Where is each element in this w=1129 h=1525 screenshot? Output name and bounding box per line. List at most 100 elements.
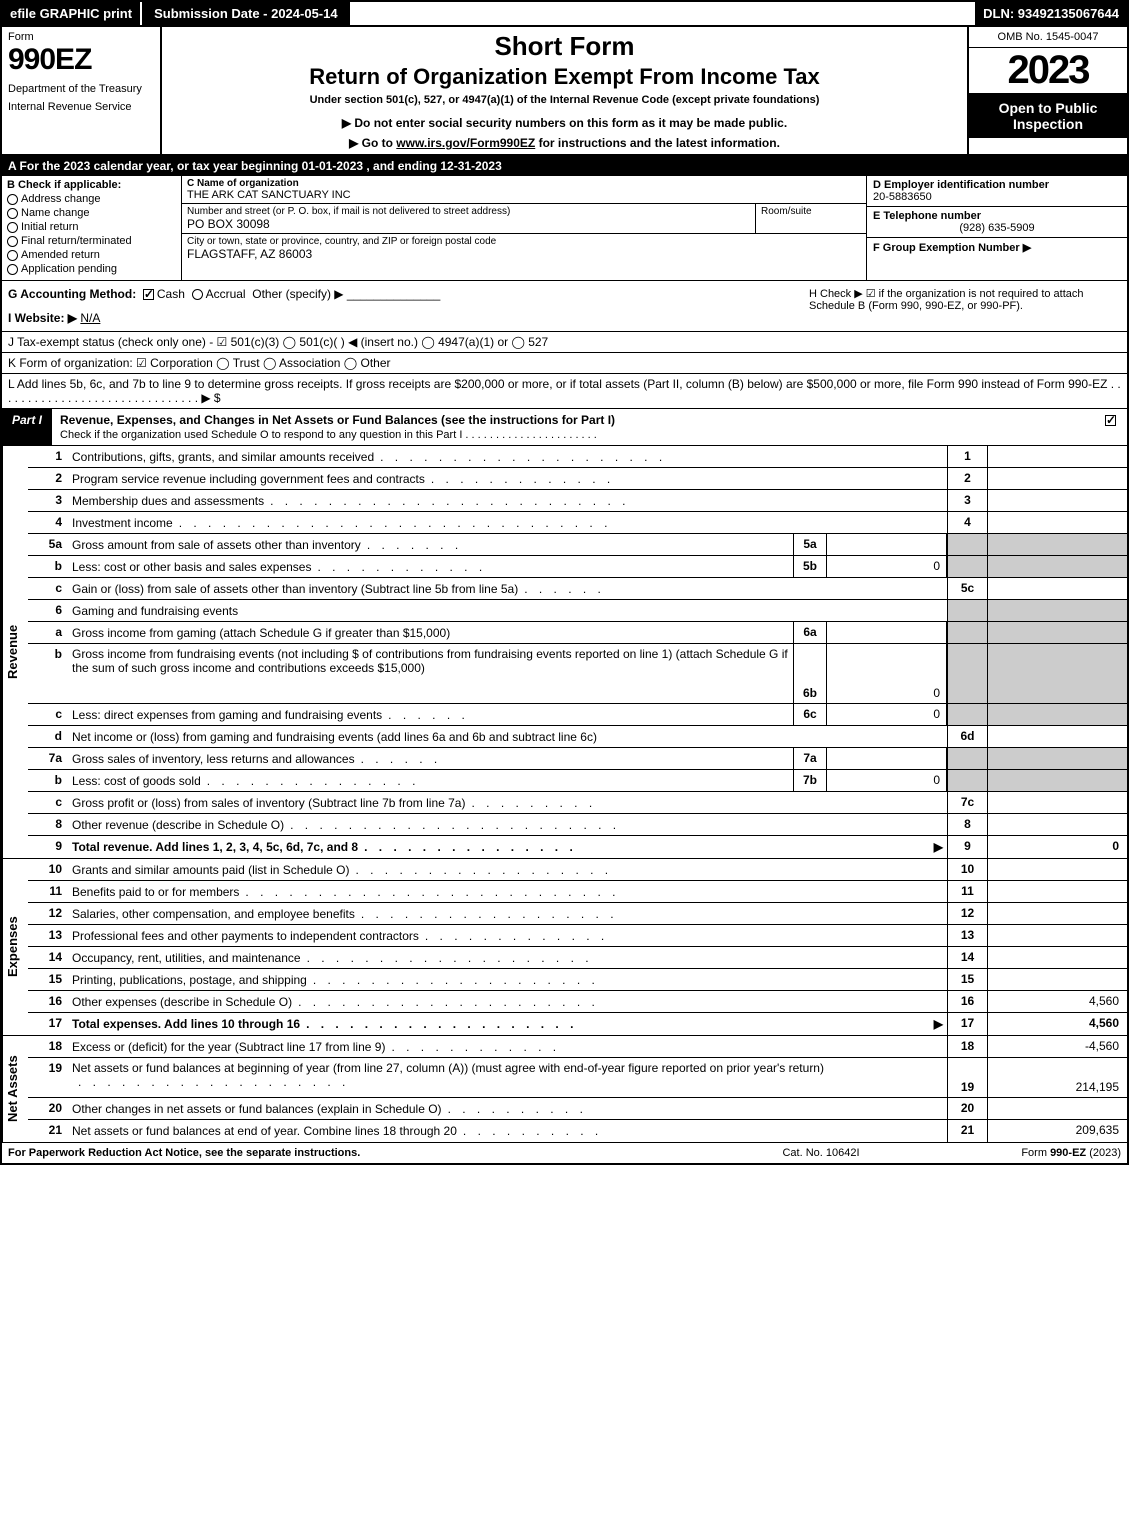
line-16: 16Other expenses (describe in Schedule O… [28, 991, 1127, 1013]
revenue-table: Revenue 1Contributions, gifts, grants, a… [0, 446, 1129, 859]
section-b: B Check if applicable: Address change Na… [2, 176, 182, 280]
catalog-number: Cat. No. 10642I [721, 1147, 921, 1159]
ein-label: D Employer identification number [873, 179, 1121, 191]
street-row: Number and street (or P. O. box, if mail… [182, 204, 866, 234]
chk-final-return[interactable]: Final return/terminated [7, 235, 176, 247]
section-a: A For the 2023 calendar year, or tax yea… [0, 156, 1129, 176]
city-cell: City or town, state or province, country… [182, 234, 866, 263]
topbar-spacer [350, 2, 976, 25]
accrual-label: Accrual [206, 287, 246, 301]
line-5a: 5aGross amount from sale of assets other… [28, 534, 1127, 556]
net-assets-table: Net Assets 18Excess or (deficit) for the… [0, 1036, 1129, 1143]
paperwork-notice: For Paperwork Reduction Act Notice, see … [8, 1147, 721, 1159]
form-version: Form 990-EZ (2023) [921, 1147, 1121, 1159]
chk-cash[interactable] [143, 289, 154, 300]
line-7b: bLess: cost of goods sold. . . . . . . .… [28, 770, 1127, 792]
group-exemption-label: F Group Exemption Number ▶ [873, 242, 1031, 254]
line-6: 6Gaming and fundraising events [28, 600, 1127, 622]
ein-cell: D Employer identification number 20-5883… [867, 176, 1127, 207]
revenue-side-label: Revenue [2, 446, 28, 858]
net-assets-body: 18Excess or (deficit) for the year (Subt… [28, 1036, 1127, 1142]
chk-accrual[interactable] [192, 289, 203, 300]
accounting-method-label: G Accounting Method: [8, 287, 136, 301]
link-pre: ▶ Go to [349, 136, 396, 150]
dept-irs: Internal Revenue Service [8, 101, 154, 113]
group-exemption-cell: F Group Exemption Number ▶ [867, 238, 1127, 257]
org-name: THE ARK CAT SANCTUARY INC [187, 189, 861, 201]
net-assets-side-label: Net Assets [2, 1036, 28, 1142]
cash-label: Cash [157, 287, 185, 301]
street-value: PO BOX 30098 [187, 217, 750, 231]
line-18: 18Excess or (deficit) for the year (Subt… [28, 1036, 1127, 1058]
short-form-label: Short Form [170, 31, 959, 62]
public-inspection-badge: Open to Public Inspection [969, 93, 1127, 138]
form-word: Form [8, 31, 154, 43]
street-cell: Number and street (or P. O. box, if mail… [182, 204, 756, 233]
line-10: 10Grants and similar amounts paid (list … [28, 859, 1127, 881]
part-1-checkbox[interactable] [1097, 409, 1127, 445]
room-cell: Room/suite [756, 204, 866, 233]
line-2: 2Program service revenue including gover… [28, 468, 1127, 490]
info-block: B Check if applicable: Address change Na… [0, 176, 1129, 281]
section-g: G Accounting Method: Cash Accrual Other … [8, 287, 801, 325]
line-13: 13Professional fees and other payments t… [28, 925, 1127, 947]
chk-address-change[interactable]: Address change [7, 193, 176, 205]
line-6b: bGross income from fundraising events (n… [28, 644, 1127, 704]
expenses-body: 10Grants and similar amounts paid (list … [28, 859, 1127, 1035]
line-5c: cGain or (loss) from sale of assets othe… [28, 578, 1127, 600]
efile-label[interactable]: efile GRAPHIC print [2, 2, 140, 25]
line-11: 11Benefits paid to or for members. . . .… [28, 881, 1127, 903]
chk-application-pending[interactable]: Application pending [7, 263, 176, 275]
section-def: D Employer identification number 20-5883… [867, 176, 1127, 280]
part-1-title: Revenue, Expenses, and Changes in Net As… [52, 409, 1097, 445]
section-c: C Name of organization THE ARK CAT SANCT… [182, 176, 867, 280]
header-right: OMB No. 1545-0047 2023 Open to Public In… [967, 27, 1127, 154]
dept-treasury: Department of the Treasury [8, 83, 154, 95]
instructions-link-line: ▶ Go to www.irs.gov/Form990EZ for instru… [170, 136, 959, 150]
section-j: J Tax-exempt status (check only one) - ☑… [0, 332, 1129, 353]
line-20: 20Other changes in net assets or fund ba… [28, 1098, 1127, 1120]
line-1: 1Contributions, gifts, grants, and simil… [28, 446, 1127, 468]
website-value: N/A [80, 311, 100, 325]
section-k: K Form of organization: ☑ Corporation ◯ … [0, 353, 1129, 374]
omb-number: OMB No. 1545-0047 [969, 27, 1127, 48]
section-l: L Add lines 5b, 6c, and 7b to line 9 to … [0, 374, 1129, 409]
line-12: 12Salaries, other compensation, and empl… [28, 903, 1127, 925]
header-mid: Short Form Return of Organization Exempt… [162, 27, 967, 154]
tax-year: 2023 [969, 48, 1127, 93]
line-7c: cGross profit or (loss) from sales of in… [28, 792, 1127, 814]
line-8: 8Other revenue (describe in Schedule O).… [28, 814, 1127, 836]
part-1-sub: Check if the organization used Schedule … [60, 429, 597, 441]
line-9: 9Total revenue. Add lines 1, 2, 3, 4, 5c… [28, 836, 1127, 858]
street-label: Number and street (or P. O. box, if mail… [187, 206, 750, 217]
instructions-link[interactable]: www.irs.gov/Form990EZ [396, 136, 535, 150]
dln-label: DLN: 93492135067644 [975, 2, 1127, 25]
chk-initial-return[interactable]: Initial return [7, 221, 176, 233]
form-header: Form 990EZ Department of the Treasury In… [0, 27, 1129, 156]
submission-date: Submission Date - 2024-05-14 [140, 2, 350, 25]
line-3: 3Membership dues and assessments. . . . … [28, 490, 1127, 512]
part-1-tag: Part I [2, 409, 52, 445]
chk-name-change[interactable]: Name change [7, 207, 176, 219]
org-name-label: C Name of organization [187, 178, 861, 189]
revenue-body: 1Contributions, gifts, grants, and simil… [28, 446, 1127, 858]
form-title: Return of Organization Exempt From Incom… [170, 64, 959, 90]
ssn-notice: ▶ Do not enter social security numbers o… [170, 116, 959, 130]
expenses-side-label: Expenses [2, 859, 28, 1035]
section-h: H Check ▶ ☑ if the organization is not r… [801, 287, 1121, 325]
line-15: 15Printing, publications, postage, and s… [28, 969, 1127, 991]
header-left: Form 990EZ Department of the Treasury In… [2, 27, 162, 154]
link-post: for instructions and the latest informat… [535, 136, 780, 150]
section-b-header: B Check if applicable: [7, 179, 176, 191]
chk-amended-return[interactable]: Amended return [7, 249, 176, 261]
expenses-table: Expenses 10Grants and similar amounts pa… [0, 859, 1129, 1036]
line-7a: 7aGross sales of inventory, less returns… [28, 748, 1127, 770]
line-14: 14Occupancy, rent, utilities, and mainte… [28, 947, 1127, 969]
telephone-label: E Telephone number [873, 210, 1121, 222]
website-label: I Website: ▶ [8, 311, 77, 325]
telephone-value: (928) 635-5909 [873, 222, 1121, 234]
telephone-cell: E Telephone number (928) 635-5909 [867, 207, 1127, 238]
city-value: FLAGSTAFF, AZ 86003 [187, 247, 861, 261]
line-5b: bLess: cost or other basis and sales exp… [28, 556, 1127, 578]
line-17: 17Total expenses. Add lines 10 through 1… [28, 1013, 1127, 1035]
